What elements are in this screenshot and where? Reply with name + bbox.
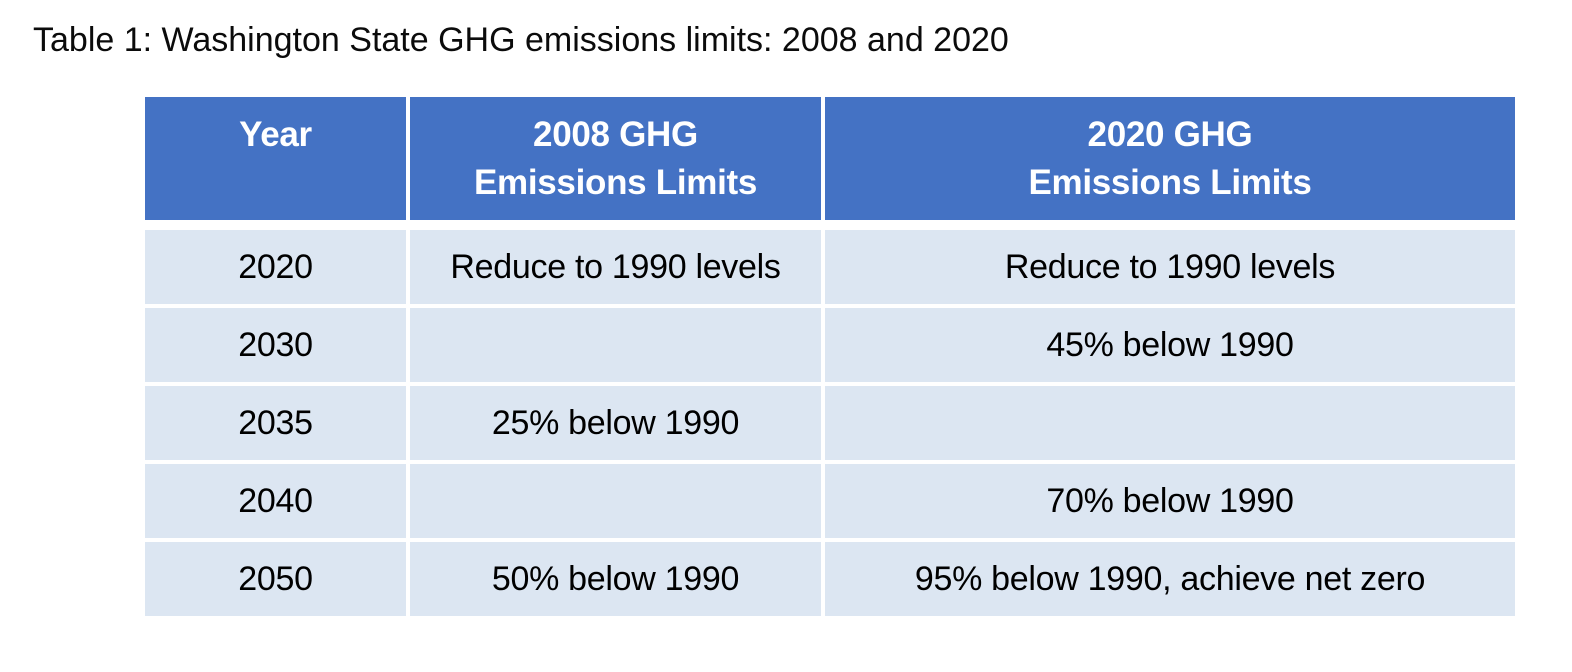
cell-2008-limit: Reduce to 1990 levels [410,230,821,304]
table-header-row: Year 2008 GHG Emissions Limits 2020 GHG … [145,97,1515,220]
cell-2008-limit [410,308,821,382]
cell-2008-limit: 25% below 1990 [410,386,821,460]
cell-2020-limit: Reduce to 1990 levels [825,230,1515,304]
cell-2008-limit: 50% below 1990 [410,542,821,616]
ghg-emissions-table: Year 2008 GHG Emissions Limits 2020 GHG … [145,97,1515,616]
table-row: 2040 70% below 1990 [145,464,1515,538]
cell-2020-limit: 45% below 1990 [825,308,1515,382]
header-cell-year: Year [145,97,406,220]
cell-2020-limit: 95% below 1990, achieve net zero [825,542,1515,616]
cell-year: 2035 [145,386,406,460]
cell-year: 2050 [145,542,406,616]
cell-year: 2040 [145,464,406,538]
table-caption: Table 1: Washington State GHG emissions … [33,21,1009,59]
table-row: 2035 25% below 1990 [145,386,1515,460]
cell-2008-limit [410,464,821,538]
table-row: 2020 Reduce to 1990 levels Reduce to 199… [145,230,1515,304]
cell-year: 2020 [145,230,406,304]
header-cell-2008-limits: 2008 GHG Emissions Limits [410,97,821,220]
cell-2020-limit [825,386,1515,460]
header-cell-2020-limits: 2020 GHG Emissions Limits [825,97,1515,220]
table-row: 2030 45% below 1990 [145,308,1515,382]
cell-year: 2030 [145,308,406,382]
table-row: 2050 50% below 1990 95% below 1990, achi… [145,542,1515,616]
cell-2020-limit: 70% below 1990 [825,464,1515,538]
